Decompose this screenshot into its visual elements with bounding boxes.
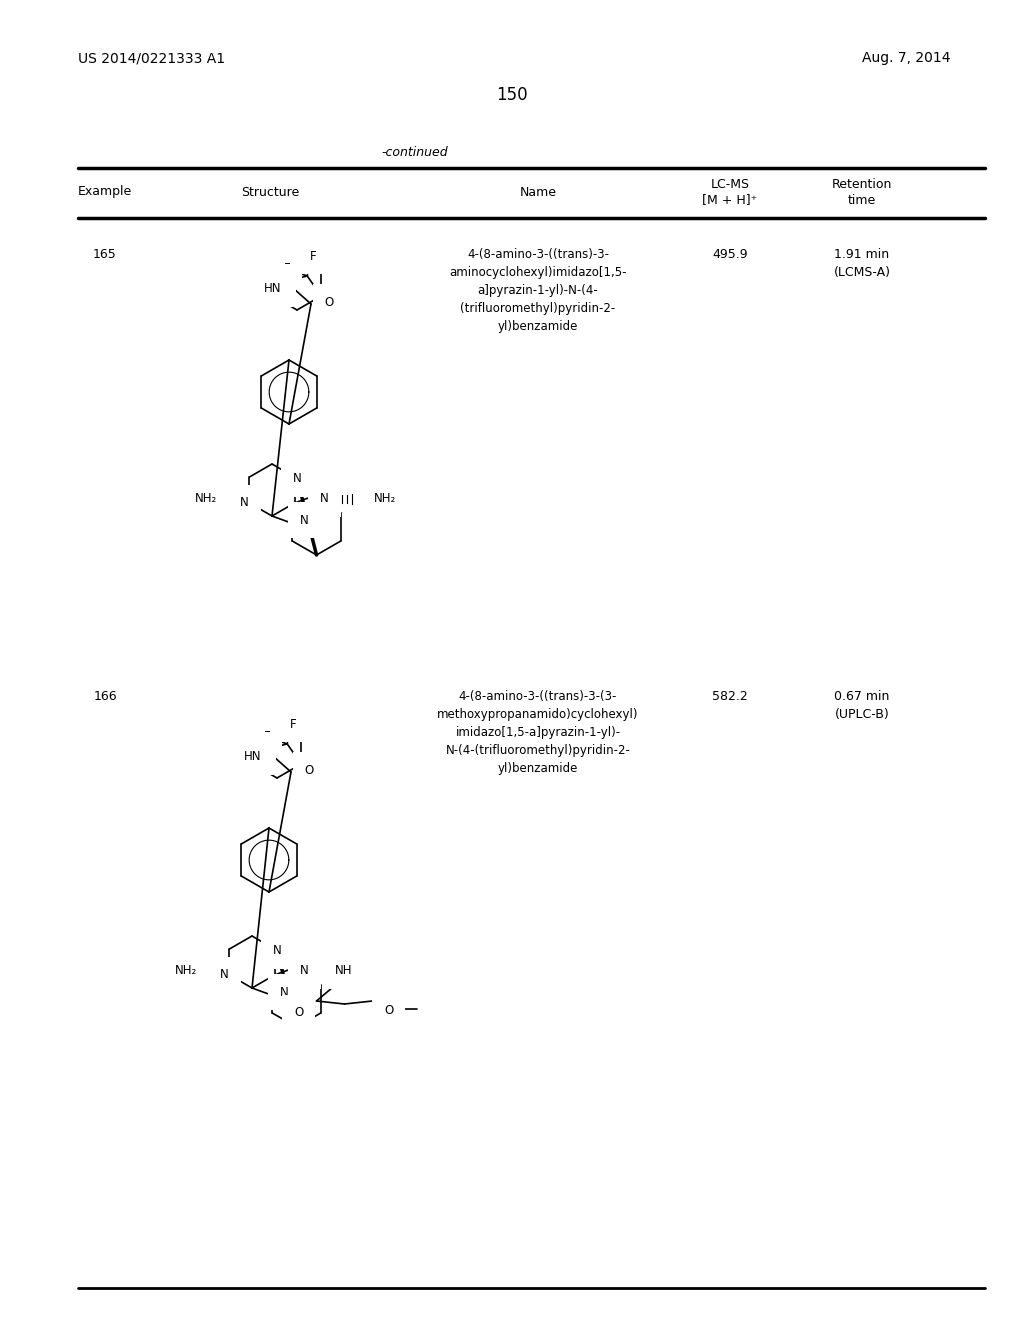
Text: HN: HN — [263, 282, 281, 296]
Text: O: O — [294, 1006, 303, 1019]
Text: N: N — [300, 965, 309, 978]
Text: -continued: -continued — [382, 145, 449, 158]
Text: N: N — [220, 969, 228, 982]
Text: 165: 165 — [93, 248, 117, 261]
Text: O: O — [384, 1005, 393, 1018]
Text: N: N — [300, 513, 308, 527]
Text: F: F — [264, 730, 270, 742]
Text: NH₂: NH₂ — [196, 491, 217, 504]
Text: 4-(8-amino-3-((trans)-3-(3-
methoxypropanamido)cyclohexyl)
imidazo[1,5-a]pyrazin: 4-(8-amino-3-((trans)-3-(3- methoxypropa… — [437, 690, 639, 775]
Text: Example: Example — [78, 186, 132, 198]
Text: F: F — [278, 276, 285, 289]
Text: N: N — [252, 730, 261, 742]
Text: LC-MS: LC-MS — [711, 177, 750, 190]
Text: Name: Name — [519, 186, 556, 198]
Text: time: time — [848, 194, 877, 206]
Text: NH: NH — [335, 965, 352, 978]
Text: NH₂: NH₂ — [374, 492, 395, 506]
Text: N: N — [280, 986, 289, 998]
Text: 495.9: 495.9 — [712, 248, 748, 261]
Text: Structure: Structure — [241, 186, 299, 198]
Text: N: N — [273, 945, 282, 957]
Text: F: F — [258, 743, 264, 756]
Text: F: F — [284, 261, 291, 275]
Text: HN: HN — [244, 751, 261, 763]
Text: 582.2: 582.2 — [712, 690, 748, 704]
Text: N: N — [293, 473, 302, 486]
Text: 4-(8-amino-3-((trans)-3-
aminocyclohexyl)imidazo[1,5-
a]pyrazin-1-yl)-N-(4-
(tri: 4-(8-amino-3-((trans)-3- aminocyclohexyl… — [450, 248, 627, 333]
Text: O: O — [325, 296, 334, 309]
Text: F: F — [310, 249, 316, 263]
Text: 150: 150 — [497, 86, 527, 104]
Text: [M + H]⁺: [M + H]⁺ — [702, 194, 758, 206]
Text: US 2014/0221333 A1: US 2014/0221333 A1 — [78, 51, 225, 65]
Text: 1.91 min
(LCMS-A): 1.91 min (LCMS-A) — [834, 248, 891, 279]
Text: NH₂: NH₂ — [175, 964, 198, 977]
Text: F: F — [290, 718, 297, 730]
Text: 0.67 min
(UPLC-B): 0.67 min (UPLC-B) — [835, 690, 890, 721]
Text: 166: 166 — [93, 690, 117, 704]
Text: O: O — [304, 763, 313, 776]
Text: N: N — [240, 496, 249, 510]
Text: N: N — [272, 261, 282, 275]
Text: N: N — [321, 492, 329, 506]
Text: Aug. 7, 2014: Aug. 7, 2014 — [861, 51, 950, 65]
Text: Retention: Retention — [831, 177, 892, 190]
